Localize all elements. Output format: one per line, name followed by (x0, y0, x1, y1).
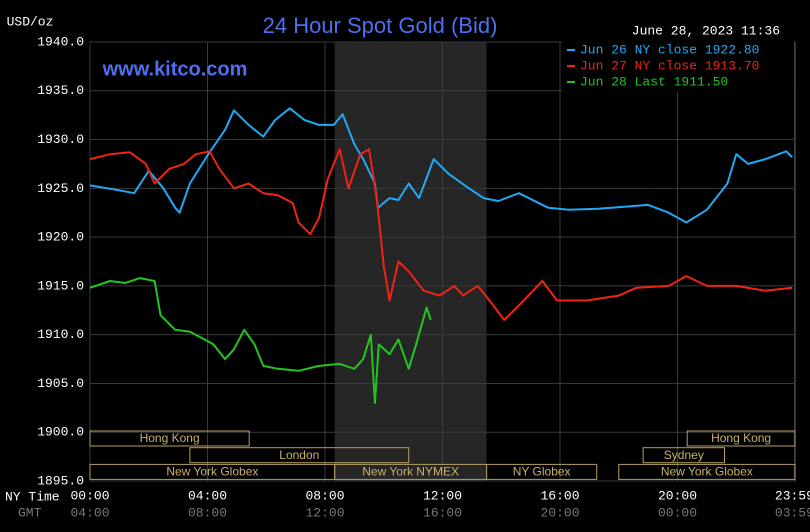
y-tick-label: 1940.0 (37, 34, 84, 49)
session-box (89, 430, 250, 447)
x-tick-label: 23:59 (775, 488, 810, 503)
session-label: New York Globex (661, 465, 753, 479)
gmt-tick-label: 12:00 (305, 505, 344, 520)
legend-label: Jun 27 NY close 1913.70 (580, 58, 759, 73)
y-tick-label: 1900.0 (37, 425, 84, 440)
gmt-tick-label: 20:00 (540, 505, 579, 520)
highlight-band (334, 42, 487, 481)
x-axis-label: NY Time (5, 489, 60, 504)
legend-label: Jun 26 NY close 1922.80 (580, 42, 759, 57)
session-label: New York NYMEX (362, 465, 459, 479)
session-label: Hong Kong (711, 431, 771, 445)
session-box (642, 447, 725, 464)
y-tick-label: 1925.0 (37, 181, 84, 196)
session-label: NY Globex (513, 465, 571, 479)
y-axis-label: USD/oz (7, 14, 54, 29)
y-tick-label: 1935.0 (37, 83, 84, 98)
session-label: New York Globex (166, 465, 258, 479)
x-tick-label: 20:00 (658, 488, 697, 503)
x-tick-label: 12:00 (423, 488, 462, 503)
session-label: London (279, 448, 319, 462)
series-line (89, 148, 793, 321)
gmt-tick-label: 16:00 (423, 505, 462, 520)
x-tick-label: 00:00 (70, 488, 109, 503)
series-line (89, 277, 432, 404)
legend-label: Jun 28 Last 1911.50 (580, 74, 728, 89)
gmt-tick-label: 04:00 (70, 505, 109, 520)
x-tick-label: 04:00 (188, 488, 227, 503)
session-box (618, 463, 796, 480)
session-box (686, 430, 796, 447)
gmt-tick-label: 08:00 (188, 505, 227, 520)
y-tick-label: 1930.0 (37, 132, 84, 147)
chart-title: 24 Hour Spot Gold (Bid) (263, 13, 498, 38)
legend (562, 40, 794, 92)
y-tick-label: 1915.0 (37, 278, 84, 293)
session-label: Sydney (664, 448, 704, 462)
gmt-tick-label: 03:59 (775, 505, 810, 520)
session-label: Hong Kong (140, 431, 200, 445)
y-tick-label: 1920.0 (37, 230, 84, 245)
gmt-tick-label: 00:00 (658, 505, 697, 520)
x-tick-label: 16:00 (540, 488, 579, 503)
y-tick-label: 1910.0 (37, 327, 84, 342)
timestamp: June 28, 2023 11:36 (632, 23, 780, 38)
y-tick-label: 1905.0 (37, 376, 84, 391)
x2-axis-label: GMT (18, 505, 42, 520)
session-box (486, 463, 598, 480)
series-line (89, 107, 793, 224)
session-box (189, 447, 410, 464)
x-tick-label: 08:00 (305, 488, 344, 503)
y-tick-label: 1895.0 (37, 473, 84, 488)
watermark: www.kitco.com (102, 58, 248, 80)
